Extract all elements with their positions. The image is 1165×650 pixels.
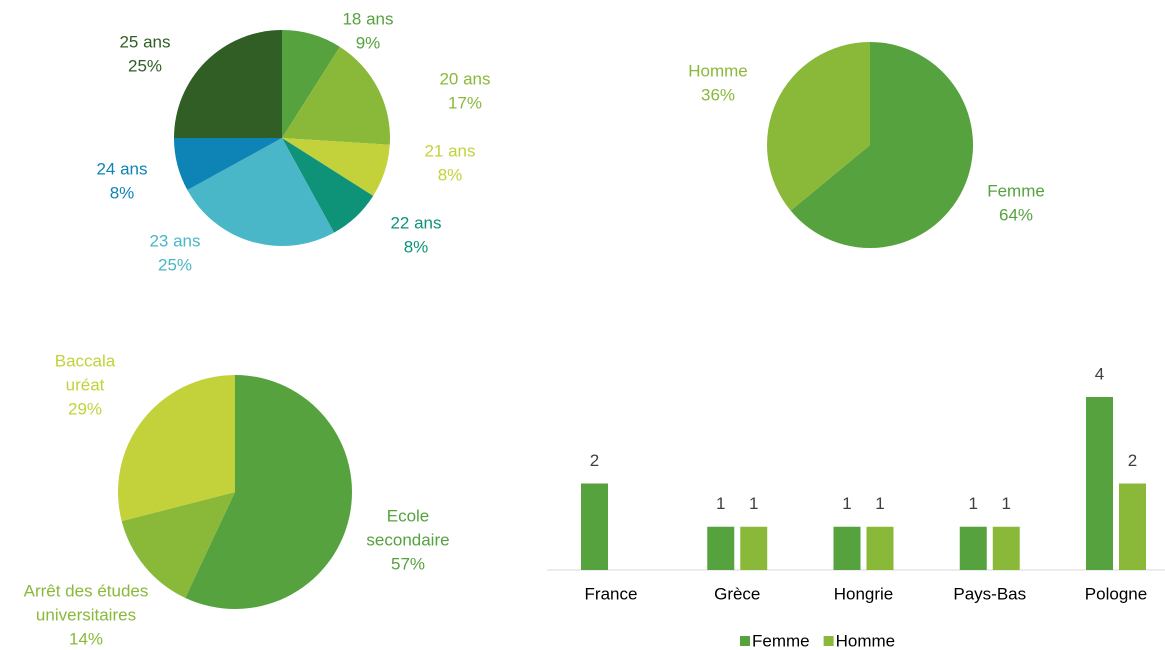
slice-label: secondaire — [366, 530, 449, 549]
pie-slice — [118, 375, 235, 522]
slice-label: 8% — [438, 165, 463, 184]
legend-label: Femme — [752, 631, 810, 650]
bar — [959, 526, 987, 570]
bar — [833, 526, 861, 570]
legend-label: Homme — [836, 631, 896, 650]
slice-label: uréat — [66, 375, 105, 394]
x-tick-label: Hongrie — [834, 584, 894, 603]
slice-label: 17% — [448, 93, 482, 112]
slice-label: 25% — [158, 255, 192, 274]
pie-slice — [174, 138, 282, 191]
bar — [581, 483, 608, 570]
bar-label: 4 — [1095, 364, 1104, 383]
slice-label: Ecole — [387, 506, 430, 525]
pie-slice — [187, 138, 335, 246]
slice-label: Homme — [688, 61, 748, 80]
pie-slice — [174, 30, 282, 138]
slice-label: 8% — [404, 237, 429, 256]
slice-label: 20 ans — [439, 69, 490, 88]
slice-label: 14% — [69, 629, 103, 648]
bar — [707, 526, 735, 570]
slice-label: 9% — [356, 33, 381, 52]
pie-slice — [282, 46, 390, 145]
pie-slice — [766, 42, 870, 211]
pie-slice — [282, 30, 340, 138]
x-tick-label: Pays-Bas — [953, 584, 1026, 603]
bar — [740, 526, 768, 570]
bar — [992, 526, 1020, 570]
legend-swatch — [740, 636, 750, 646]
bar-label: 1 — [875, 494, 884, 513]
legend-swatch — [823, 636, 834, 646]
slice-label: 29% — [68, 399, 102, 418]
x-tick-label: Grèce — [714, 584, 760, 603]
slice-label: 57% — [391, 554, 425, 573]
slice-label: 24 ans — [96, 159, 147, 178]
bar-label: 1 — [842, 494, 851, 513]
slice-label: universitaires — [36, 605, 136, 624]
slice-label: 64% — [999, 205, 1033, 224]
x-tick-label: France — [585, 584, 638, 603]
bar-label: 1 — [969, 494, 978, 513]
bar-label: 1 — [716, 494, 725, 513]
slice-label: Femme — [987, 181, 1045, 200]
bar — [866, 526, 894, 570]
bar-label: 1 — [749, 494, 758, 513]
slice-label: 22 ans — [390, 213, 441, 232]
bar-label: 1 — [1002, 494, 1011, 513]
bar — [1086, 397, 1113, 570]
slice-label: 25% — [128, 56, 162, 75]
pie-slice — [282, 138, 374, 233]
slice-label: 18 ans — [342, 9, 393, 28]
pie-slice — [282, 138, 390, 196]
bar-label: 2 — [590, 451, 599, 470]
pie-slice — [790, 42, 973, 248]
slice-label: 23 ans — [149, 231, 200, 250]
slice-label: 8% — [110, 183, 135, 202]
bar — [1119, 483, 1146, 570]
slice-label: 25 ans — [119, 32, 170, 51]
slice-label: Arrêt des études — [24, 581, 149, 600]
pie-slice — [121, 492, 235, 598]
slice-label: Baccala — [55, 351, 116, 370]
bar-label: 2 — [1128, 451, 1137, 470]
pie-slice — [185, 375, 353, 609]
x-tick-label: Pologne — [1085, 584, 1147, 603]
slice-label: 36% — [701, 85, 735, 104]
slice-label: 21 ans — [424, 141, 475, 160]
